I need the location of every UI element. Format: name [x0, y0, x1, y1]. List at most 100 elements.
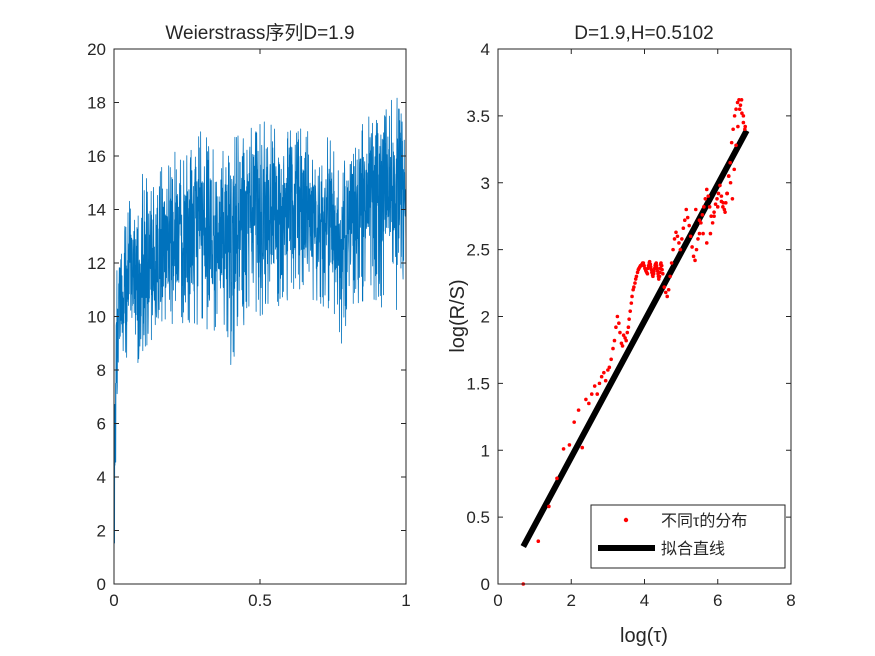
weierstrass-line	[113, 97, 407, 585]
rs-legend: 不同τ的分布 拟合直线	[590, 504, 786, 569]
rs-point	[693, 207, 698, 212]
rs-point	[589, 392, 594, 396]
rs-point	[678, 247, 683, 252]
rs-y-ticks: 0 0.5 1 1.5 2 2.5 3 3.5 4	[466, 40, 791, 594]
rs-point	[724, 201, 728, 205]
rs-point	[734, 107, 738, 111]
rs-point	[627, 317, 631, 321]
rs-point	[728, 160, 733, 165]
rs-point	[630, 294, 634, 299]
rs-point	[618, 330, 622, 335]
legend-marker-dots	[623, 517, 629, 523]
rs-point	[615, 314, 620, 319]
rs-point	[669, 261, 674, 265]
rs-point	[632, 285, 636, 289]
rs-point	[700, 213, 705, 217]
rs-point	[654, 263, 659, 268]
legend-box	[590, 504, 786, 569]
rs-x-label: log(τ)	[620, 625, 668, 647]
rs-point	[738, 103, 743, 107]
rs-point	[691, 254, 696, 259]
rs-point	[696, 237, 700, 241]
rs-point	[675, 234, 680, 239]
weierstrass-y-ticks: 0 2 4 6 8 10 12 14 16 18 20	[87, 40, 406, 594]
rs-point	[634, 274, 639, 279]
rs-point	[614, 325, 618, 330]
rs-point	[599, 374, 604, 379]
rs-point	[611, 346, 615, 351]
rs-point	[716, 191, 721, 196]
weierstrass-x-tick-label: 0	[109, 591, 118, 610]
rs-point	[693, 258, 697, 263]
weierstrass-y-tick-label: 6	[97, 415, 106, 434]
weierstrass-x-ticks: 0 0.5 1	[109, 49, 411, 610]
rs-point	[699, 221, 703, 225]
rs-x-tick-label: 8	[786, 591, 795, 610]
rs-point	[735, 100, 740, 105]
weierstrass-x-tick-label: 0.5	[248, 591, 272, 610]
rs-point	[628, 309, 633, 313]
rs-point	[728, 180, 733, 185]
rs-point	[707, 205, 712, 209]
rs-point	[612, 338, 617, 343]
rs-point	[726, 174, 731, 178]
rs-x-tick-label: 6	[713, 591, 722, 610]
rs-point	[685, 215, 690, 220]
rs-point	[721, 201, 726, 205]
rs-point	[721, 205, 725, 209]
rs-point	[682, 218, 687, 222]
rs-point	[674, 230, 678, 235]
rs-point	[597, 381, 602, 386]
rs-point	[677, 241, 681, 245]
rs-point	[694, 247, 699, 252]
rs-point	[657, 274, 662, 279]
rs-point	[603, 378, 608, 383]
rs-point	[703, 197, 708, 201]
rs-y-tick-label: 0	[481, 575, 490, 594]
rs-y-tick-label: 2.5	[466, 241, 490, 260]
weierstrass-title: Weierstrass序列D=1.9	[165, 22, 354, 44]
rs-point	[697, 231, 702, 236]
rs-point	[687, 223, 691, 228]
rs-point	[671, 247, 675, 252]
rs-point	[658, 270, 662, 275]
rs-x-tick-label: 0	[493, 591, 502, 610]
rs-point	[715, 197, 719, 201]
rs-point	[681, 226, 686, 231]
rs-point	[607, 365, 612, 370]
rs-point	[567, 443, 572, 447]
rs-point	[648, 262, 653, 267]
rs-point	[706, 194, 711, 198]
rs-point	[576, 408, 581, 412]
rs-point	[704, 241, 709, 245]
rs-point	[737, 107, 742, 111]
rs-point	[624, 338, 628, 343]
rs-point	[697, 218, 702, 222]
rs-point	[580, 445, 585, 450]
rs-title: D=1.9,H=0.5102	[574, 23, 713, 44]
rs-point	[740, 111, 744, 115]
weierstrass-y-tick-label: 2	[97, 522, 106, 541]
rs-point	[708, 231, 713, 236]
rs-series	[520, 98, 750, 586]
rs-point	[626, 325, 631, 330]
rs-point	[739, 98, 744, 102]
rs-point	[688, 234, 693, 239]
rs-point	[625, 330, 630, 335]
rs-point	[547, 504, 551, 509]
rs-point	[659, 263, 664, 268]
rs-point	[633, 281, 637, 285]
rs-point	[734, 143, 738, 148]
rs-x-tick-label: 4	[640, 591, 649, 610]
legend-label-distribution: 不同τ的分布	[661, 512, 747, 530]
rs-point	[730, 197, 735, 201]
rs-y-tick-label: 2	[481, 308, 490, 327]
rs-point	[704, 187, 709, 192]
rs-point	[602, 370, 606, 375]
weierstrass-series	[113, 97, 407, 585]
rs-point	[731, 127, 735, 132]
rs-point	[713, 202, 718, 206]
rs-point	[741, 120, 746, 125]
